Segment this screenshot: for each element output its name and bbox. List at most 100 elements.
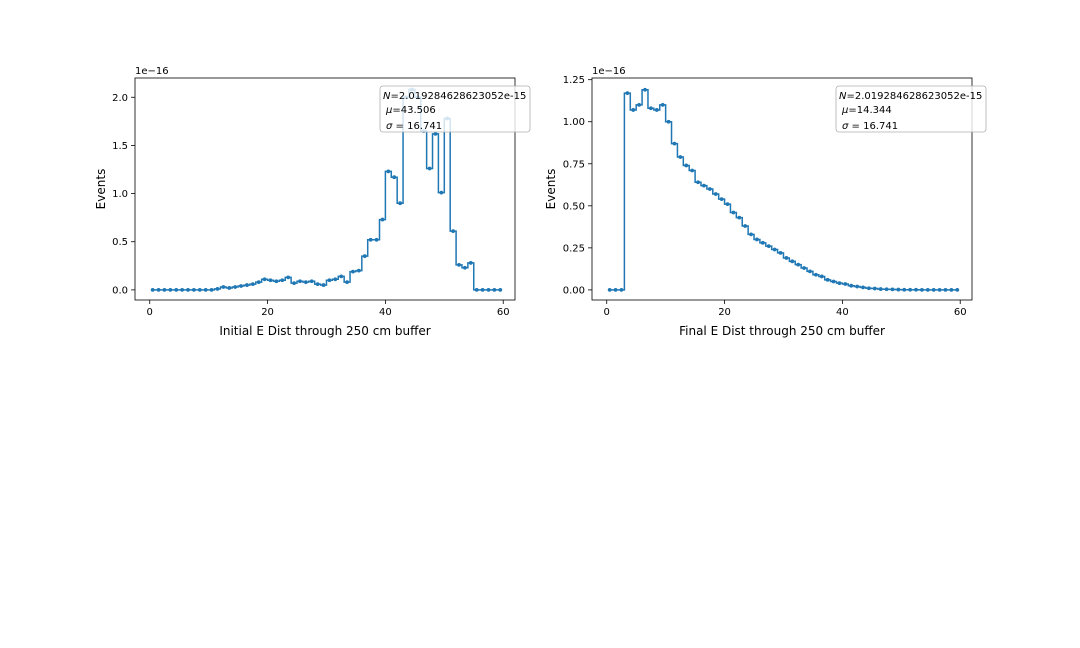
data-point	[808, 269, 812, 274]
data-point	[849, 283, 854, 288]
data-point	[607, 288, 612, 292]
data-point	[931, 288, 936, 292]
y-tick-label: 1.00	[563, 117, 585, 128]
data-point	[654, 108, 659, 112]
data-point	[713, 192, 718, 196]
y-tick-label: 0.5	[112, 237, 128, 248]
legend-box	[379, 85, 531, 133]
data-point	[861, 285, 865, 290]
legend-sigma-value: = 16.741	[848, 121, 898, 132]
data-point	[268, 278, 273, 283]
data-point	[468, 261, 473, 265]
data-point	[696, 180, 700, 185]
legend-sigma-line: σ = 16.741	[386, 121, 442, 132]
legend-sigma-symbol: σ	[386, 121, 393, 132]
axes-frame	[591, 77, 973, 301]
data-point	[315, 282, 320, 287]
data-point	[150, 287, 155, 292]
data-point	[168, 287, 173, 292]
data-point	[480, 287, 485, 292]
y-tick-label: 2.0	[112, 93, 128, 104]
data-point	[684, 163, 689, 168]
data-point	[637, 103, 642, 107]
series-step-line	[152, 88, 501, 291]
subplot-initial-e-dist: 0 20 40 60 0.0 0.5 1.0 1.5 2.0 1e−16 Initial E D…	[94, 66, 531, 338]
data-point	[914, 287, 918, 292]
data-point	[463, 265, 467, 270]
data-point	[386, 169, 391, 174]
data-point	[492, 287, 497, 292]
data-point	[197, 287, 202, 292]
data-point	[398, 201, 403, 206]
x-tick-label: 40	[379, 307, 392, 318]
data-point	[831, 279, 836, 284]
data-point	[333, 277, 338, 282]
data-point	[303, 280, 308, 285]
data-point	[292, 281, 296, 286]
legend-n-symbol: N	[383, 91, 391, 102]
data-point	[186, 287, 190, 292]
data-point	[203, 287, 208, 292]
legend-mu-line: μ=43.506	[385, 105, 436, 116]
data-point	[486, 287, 491, 292]
y-tick-label: 1.25	[563, 75, 585, 86]
data-point	[884, 287, 889, 292]
data-point	[843, 282, 848, 286]
data-point	[920, 288, 924, 292]
data-point	[760, 240, 765, 245]
data-point	[619, 288, 624, 292]
x-axis-label: Final E Dist through 250 cm buffer	[679, 324, 885, 338]
data-point	[239, 284, 243, 288]
y-tick-label: 0.00	[563, 285, 585, 296]
legend-mu-line: μ=14.344	[841, 105, 892, 116]
data-point	[298, 279, 302, 284]
y-tick-label: 0.50	[563, 201, 585, 212]
legend-sigma-line: σ = 16.741	[842, 121, 898, 132]
y-axis-label: Events	[94, 169, 108, 210]
data-point	[908, 287, 913, 292]
data-point	[368, 237, 373, 242]
y-tick-label: 1.5	[112, 141, 128, 152]
data-point	[878, 287, 883, 291]
data-point	[245, 283, 249, 287]
data-point	[327, 278, 332, 283]
data-point	[837, 281, 842, 286]
data-point	[180, 287, 185, 292]
x-tick-label: 20	[718, 307, 731, 318]
data-point	[896, 287, 901, 292]
data-point	[702, 183, 706, 188]
data-point	[451, 229, 456, 234]
data-point	[262, 277, 267, 282]
legend-sigma-value: = 16.741	[392, 121, 442, 132]
data-point	[321, 283, 326, 287]
data-point	[345, 280, 349, 285]
legend-mu-symbol: μ	[385, 105, 392, 116]
legend-mu-value: =14.344	[848, 105, 891, 116]
data-point	[227, 286, 232, 290]
data-point	[274, 279, 279, 284]
data-point	[819, 274, 824, 279]
data-point	[209, 287, 214, 292]
legend-mu-symbol: μ	[841, 105, 848, 116]
data-point	[784, 256, 789, 260]
data-point	[192, 287, 196, 292]
data-point	[351, 269, 355, 274]
data-point	[802, 266, 806, 270]
y-tick-label: 0.75	[563, 159, 585, 170]
data-point	[678, 155, 683, 159]
data-point	[690, 168, 695, 173]
data-point	[156, 287, 161, 292]
data-point	[174, 287, 179, 292]
data-point	[380, 217, 385, 222]
data-point	[233, 285, 238, 289]
data-point	[902, 287, 907, 292]
data-point	[790, 259, 795, 264]
data-point	[766, 244, 771, 249]
data-point	[890, 287, 895, 292]
data-point	[433, 131, 438, 136]
data-point	[221, 285, 226, 289]
data-point	[855, 284, 860, 289]
data-point	[643, 87, 647, 92]
legend-n-value: =2.019284628623052e-15	[846, 91, 982, 102]
data-point	[339, 274, 344, 279]
